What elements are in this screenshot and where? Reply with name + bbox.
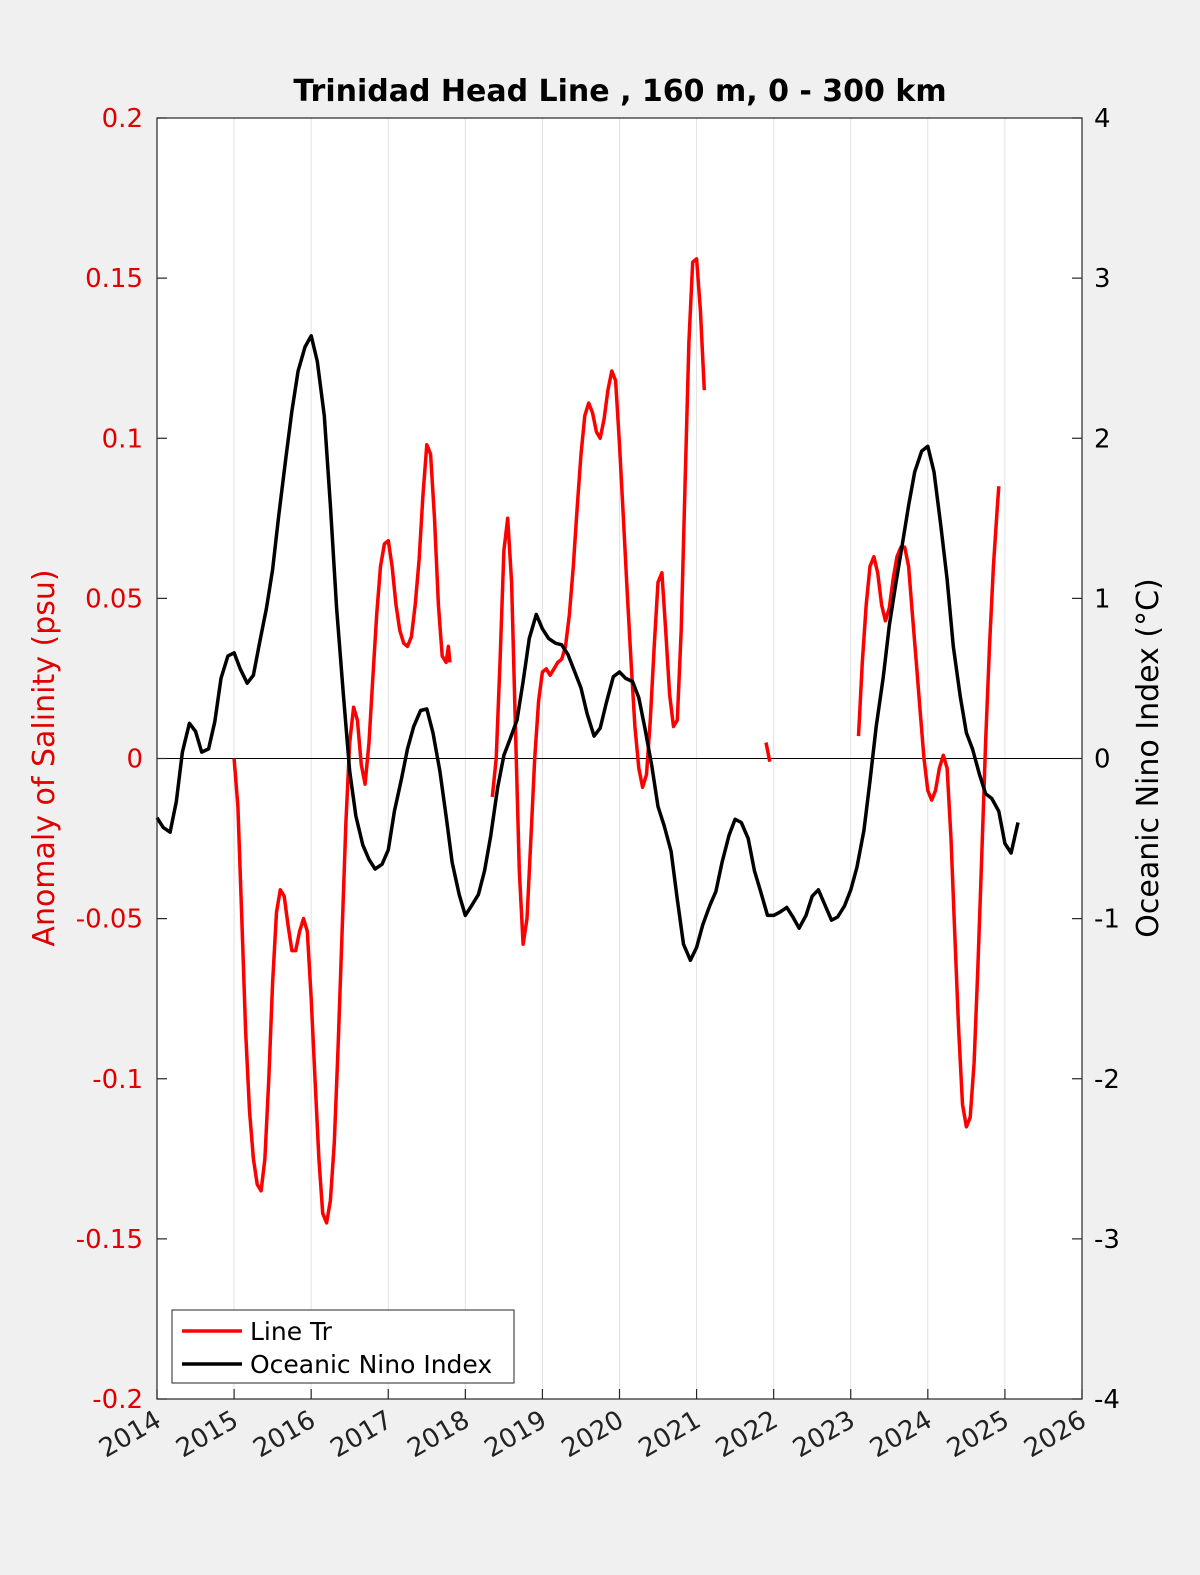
right-tick-label: -1	[1094, 905, 1120, 935]
x-tick-label: 2024	[865, 1405, 937, 1464]
x-tick-label: 2016	[248, 1405, 320, 1464]
series-line-tr-segment-0	[232, 442, 452, 1225]
x-tick-label: 2022	[711, 1405, 783, 1464]
left-tick-label: 0.05	[85, 584, 143, 614]
left-tick-label: -0.2	[92, 1385, 143, 1415]
series-line-tr-segment-1	[490, 257, 707, 946]
legend-box	[171, 1309, 515, 1384]
x-tick-label: 2018	[403, 1405, 475, 1464]
right-tick-label: 3	[1094, 264, 1111, 294]
x-axis: 2014 2015 2016 2017 2018 2019 2020 2021 2022 2023…	[94, 1389, 1092, 1464]
chart-title: Trinidad Head Line , 160 m, 0 - 300 km	[293, 74, 946, 109]
x-tick-label: 2017	[325, 1405, 397, 1464]
x-tick-label: 2021	[634, 1405, 706, 1464]
series-line-tr-segment-2	[764, 742, 772, 763]
left-axis-label: Anomaly of Salinity (psu)	[27, 569, 62, 946]
left-tick-label: -0.1	[92, 1065, 143, 1095]
legend-label-line-tr: Line Tr	[250, 1317, 333, 1346]
right-axis-label: Oceanic Nino Index (°C)	[1131, 578, 1166, 938]
series-line-tr-segment-3	[856, 486, 1001, 1129]
x-tick-label: 2023	[788, 1405, 860, 1464]
series-layer	[155, 257, 1020, 1225]
right-tick-label: 2	[1094, 424, 1111, 454]
left-tick-label: -0.15	[76, 1225, 143, 1255]
right-tick-label: -2	[1094, 1065, 1120, 1095]
x-tick-label: 2019	[480, 1405, 552, 1464]
right-tick-label: -4	[1094, 1385, 1120, 1415]
right-tick-label: -3	[1094, 1225, 1120, 1255]
left-tick-label: 0.15	[85, 264, 143, 294]
x-tick-label: 2020	[557, 1405, 629, 1464]
series-oni-segment-0	[155, 334, 1020, 963]
left-tick-label: 0	[126, 745, 143, 775]
x-tick-label: 2026	[1019, 1405, 1091, 1464]
x-tick-label: 2015	[171, 1405, 243, 1464]
legend: Line Tr Oceanic Nino Index	[171, 1309, 515, 1384]
left-tick-label: 0.1	[102, 424, 143, 454]
right-tick-label: 1	[1094, 584, 1111, 614]
left-tick-label: 0.2	[102, 104, 143, 134]
x-tick-label: 2025	[942, 1405, 1014, 1464]
legend-label-oni: Oceanic Nino Index	[250, 1350, 492, 1379]
left-axis: 0.2 0.15 0.1 0.05 0 -0.05 -0.1 -0.15 -0.2	[76, 104, 167, 1415]
right-tick-label: 4	[1094, 104, 1111, 134]
right-axis: 4 3 2 1 0 -1 -2 -3 -4	[1072, 104, 1120, 1415]
right-tick-label: 0	[1094, 745, 1111, 775]
left-tick-label: -0.05	[76, 905, 143, 935]
